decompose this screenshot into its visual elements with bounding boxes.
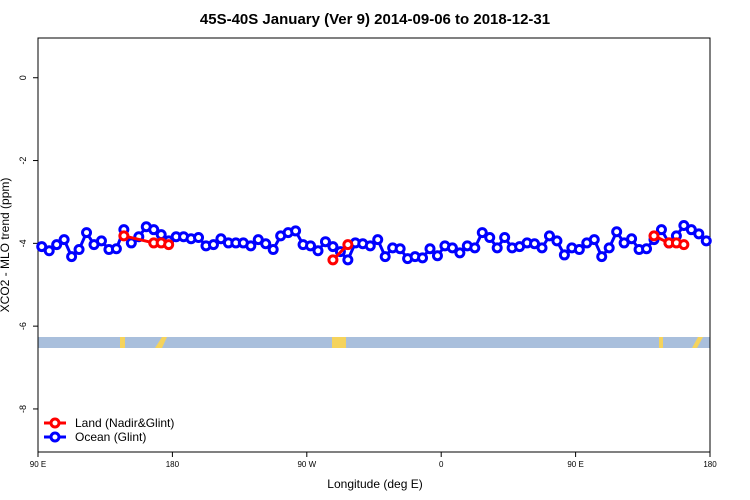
y-axis-label: XCO2 - MLO trend (ppm) <box>0 178 12 313</box>
x-tick-label: 180 <box>703 460 717 469</box>
point <box>417 252 429 264</box>
point <box>364 240 376 252</box>
point <box>611 226 623 238</box>
point <box>163 239 175 251</box>
point <box>73 244 85 256</box>
legend-marker <box>49 431 61 443</box>
point <box>342 254 354 266</box>
point <box>43 245 55 257</box>
point <box>290 225 302 237</box>
point <box>491 242 503 254</box>
point <box>648 230 660 242</box>
point <box>558 249 570 261</box>
point <box>110 243 122 255</box>
point <box>536 242 548 254</box>
point <box>193 232 205 244</box>
land-patch <box>692 337 703 348</box>
point <box>267 244 279 256</box>
point <box>81 227 93 239</box>
point <box>342 239 354 251</box>
point <box>551 235 563 247</box>
land-mask <box>38 337 710 348</box>
point <box>327 241 339 253</box>
point <box>476 227 488 239</box>
legend-label: Ocean (Glint) <box>75 430 146 444</box>
point <box>454 247 466 259</box>
y-tick-label: -2 <box>18 157 28 165</box>
legend-label: Land (Nadir&Glint) <box>75 416 174 430</box>
ocean-band <box>38 337 710 348</box>
point <box>626 233 638 245</box>
point <box>596 251 608 263</box>
legend-marker <box>49 417 61 429</box>
y-tick-label: -4 <box>18 239 28 247</box>
x-tick-label: 180 <box>166 460 180 469</box>
point <box>394 243 406 255</box>
point <box>118 230 130 242</box>
point <box>543 230 555 242</box>
point <box>499 232 511 244</box>
point <box>260 238 272 250</box>
point <box>678 239 690 251</box>
point <box>424 243 436 255</box>
y-tick-label: -6 <box>18 322 28 330</box>
y-tick-label: 0 <box>18 75 28 80</box>
chart-title: 45S-40S January (Ver 9) 2014-09-06 to 20… <box>200 11 550 28</box>
x-tick-label: 90 E <box>30 460 46 469</box>
point <box>372 234 384 246</box>
point <box>431 250 443 262</box>
x-tick-label: 90 W <box>297 460 316 469</box>
point <box>207 239 219 251</box>
land-patch <box>120 337 125 348</box>
point <box>95 235 107 247</box>
x-tick-label: 90 E <box>567 460 583 469</box>
point <box>327 254 339 266</box>
x-axis-label: Longitude (deg E) <box>327 477 422 491</box>
x-tick-label: 0 <box>439 460 444 469</box>
point <box>51 239 63 251</box>
point <box>125 237 137 249</box>
point <box>446 242 458 254</box>
point <box>319 236 331 248</box>
y-tick-label: -8 <box>18 405 28 413</box>
point <box>588 234 600 246</box>
point <box>305 240 317 252</box>
point <box>469 242 481 254</box>
point <box>484 232 496 244</box>
point <box>573 244 585 256</box>
land-patch <box>332 337 346 348</box>
point <box>603 242 615 254</box>
land-patch <box>659 337 663 348</box>
point <box>693 228 705 240</box>
land-patch <box>155 337 167 348</box>
point <box>148 224 160 236</box>
point <box>700 235 712 247</box>
point <box>58 234 70 246</box>
point <box>312 245 324 257</box>
point <box>66 251 78 263</box>
point <box>655 224 667 236</box>
point <box>245 240 257 252</box>
point <box>641 243 653 255</box>
point <box>379 251 391 263</box>
